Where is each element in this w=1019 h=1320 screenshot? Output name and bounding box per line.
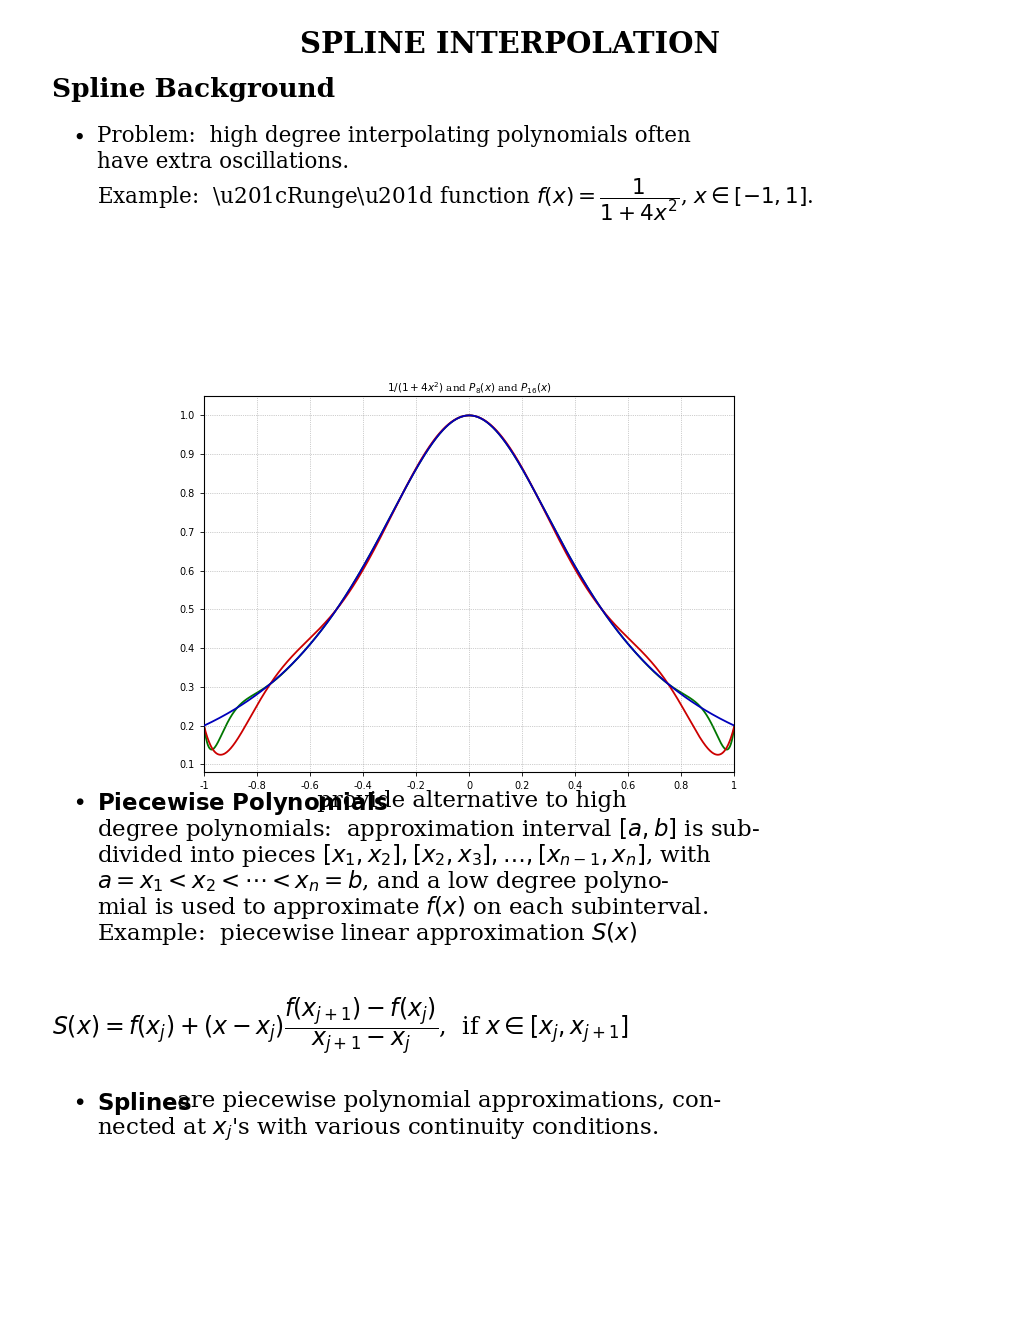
Text: are piecewise polynomial approximations, con-: are piecewise polynomial approximations,… xyxy=(170,1090,720,1111)
Text: $\bullet$: $\bullet$ xyxy=(72,125,84,147)
Text: $\bullet$: $\bullet$ xyxy=(72,789,85,812)
Text: provide alternative to high: provide alternative to high xyxy=(310,789,626,812)
Text: $a = x_1 < x_2 < \cdots < x_n = b$, and a low degree polyno-: $a = x_1 < x_2 < \cdots < x_n = b$, and … xyxy=(97,869,668,895)
Text: $\mathbf{Piecewise\ Polynomials}$: $\mathbf{Piecewise\ Polynomials}$ xyxy=(97,789,388,817)
Text: $S(x) = f(x_j)+(x-x_j)\dfrac{f(x_{j+1}) - f(x_j)}{x_{j+1} - x_j}$,  if $x \in [x: $S(x) = f(x_j)+(x-x_j)\dfrac{f(x_{j+1}) … xyxy=(52,995,629,1056)
Text: Example:  \u201cRunge\u201d function $f(x) = \dfrac{1}{1+4x^2}$, $x \in [-1,1]$.: Example: \u201cRunge\u201d function $f(x… xyxy=(97,177,813,223)
Text: $\bullet$: $\bullet$ xyxy=(72,1090,85,1111)
Text: mial is used to approximate $f(x)$ on each subinterval.: mial is used to approximate $f(x)$ on ea… xyxy=(97,894,707,921)
Text: nected at $x_j$'s with various continuity conditions.: nected at $x_j$'s with various continuit… xyxy=(97,1115,657,1143)
Text: Problem:  high degree interpolating polynomials often: Problem: high degree interpolating polyn… xyxy=(97,125,690,147)
Text: degree polynomials:  approximation interval $[a, b]$ is sub-: degree polynomials: approximation interv… xyxy=(97,816,759,843)
Title: $1/(1+4x^2)$ and $P_8(x)$ and $P_{16}(x)$: $1/(1+4x^2)$ and $P_8(x)$ and $P_{16}(x)… xyxy=(386,380,551,396)
Text: SPLINE INTERPOLATION: SPLINE INTERPOLATION xyxy=(300,30,719,59)
Text: $\mathbf{Splines}$: $\mathbf{Splines}$ xyxy=(97,1090,192,1117)
Text: divided into pieces $[x_1, x_2], [x_2, x_3], \ldots, [x_{n-1}, x_n]$, with: divided into pieces $[x_1, x_2], [x_2, x… xyxy=(97,842,711,869)
Text: have extra oscillations.: have extra oscillations. xyxy=(97,150,348,173)
Text: Spline Background: Spline Background xyxy=(52,77,335,102)
Text: Example:  piecewise linear approximation $S(x)$: Example: piecewise linear approximation … xyxy=(97,920,637,946)
